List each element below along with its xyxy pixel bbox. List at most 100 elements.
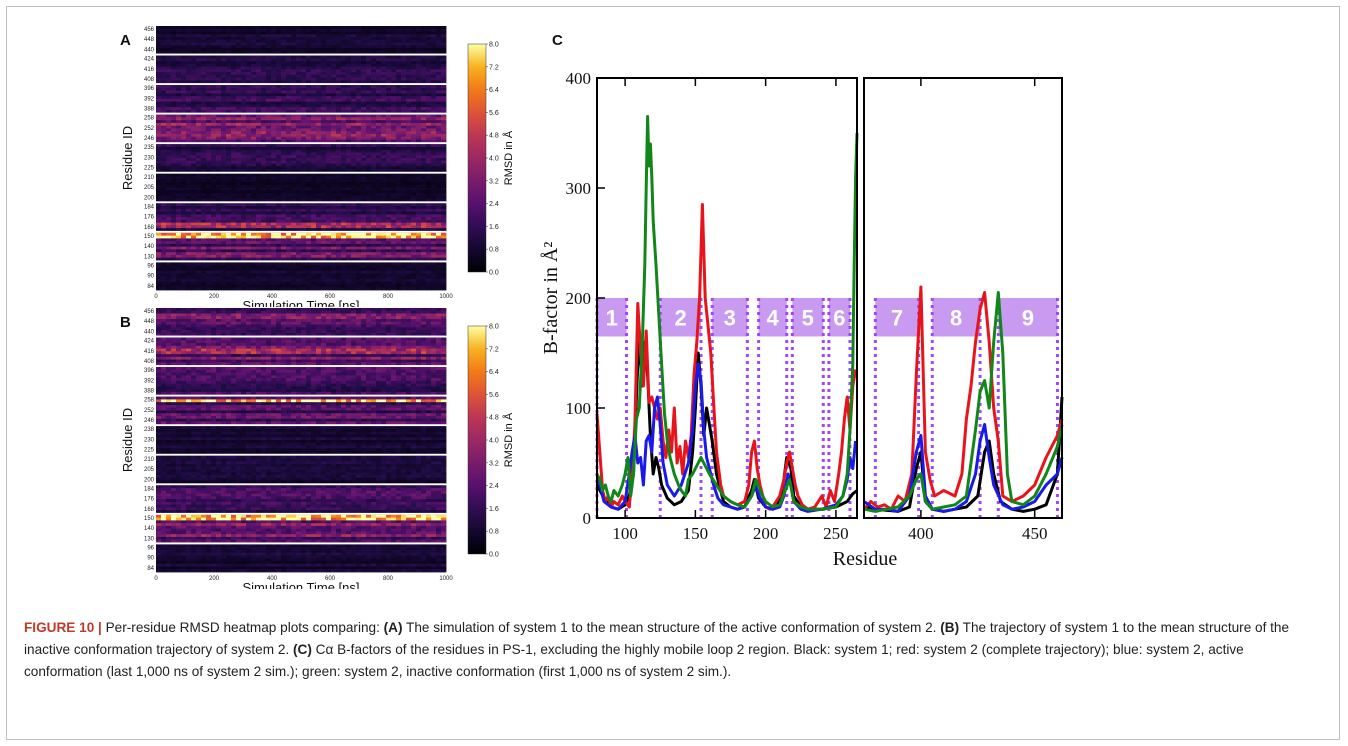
heatmap-group-separator	[156, 260, 446, 263]
heatmap-y-tick: 176	[144, 497, 155, 503]
heatmap-residue-group	[156, 426, 447, 455]
heatmap-y-tick: 392	[144, 378, 155, 384]
heatmap-y-tick: 392	[144, 96, 155, 102]
heatmap-y-tick: 90	[147, 556, 154, 562]
region-label: 2	[674, 305, 686, 330]
y-tick-label: 400	[566, 69, 592, 88]
heatmap-x-label: Simulation Time [ns]	[242, 298, 359, 307]
heatmap-group-separator	[156, 171, 446, 174]
caption-b-text: The trajectory of system 1 to the mean s…	[24, 620, 1290, 657]
series-line-inactive	[863, 291, 1064, 513]
heatmap-residue-group	[156, 337, 447, 366]
region-box	[932, 298, 981, 337]
heatmap-x-tick: 400	[267, 294, 278, 300]
region-box	[828, 298, 850, 337]
colorbar-tick: 1.6	[489, 506, 499, 513]
colorbar-label: RMSD in Å	[502, 130, 515, 185]
panel-label-c: C	[552, 32, 563, 49]
heatmap-group-separator	[156, 53, 446, 56]
heatmap-y-tick: 150	[144, 516, 155, 522]
heatmap-y-tick: 184	[144, 204, 155, 210]
heatmap-y-tick: 440	[144, 329, 155, 335]
heatmap-residue-group	[156, 544, 447, 573]
figure-frame	[6, 6, 1340, 740]
region-label: 6	[833, 305, 845, 330]
caption-a-tag: (A)	[383, 620, 403, 635]
heatmap-x-tick: 1000	[439, 576, 453, 582]
heatmap-y-tick: 456	[144, 27, 155, 33]
heatmap-group-separator	[156, 365, 446, 368]
colorbar-tick: 2.4	[489, 201, 499, 208]
heatmap-group-separator	[156, 512, 446, 515]
heatmap-y-tick: 140	[144, 526, 155, 532]
heatmap-y-tick: 388	[144, 389, 155, 395]
heatmap-y-tick: 252	[144, 126, 155, 132]
colorbar	[467, 43, 487, 273]
heatmap-y-tick: 448	[144, 319, 155, 325]
heatmap-group-separator	[156, 112, 446, 115]
heatmap-y-tick: 168	[144, 507, 155, 513]
heatmap-residue-group	[156, 485, 447, 514]
region-label: 5	[802, 305, 814, 330]
heatmap-y-tick: 84	[147, 284, 154, 290]
x-tick-label: 200	[753, 524, 779, 543]
heatmap-residue-group	[156, 203, 447, 232]
colorbar-tick: 8.0	[489, 324, 499, 331]
heatmap-y-tick: 416	[144, 349, 155, 355]
region-box	[660, 298, 701, 337]
colorbar-tick: 0.8	[489, 529, 499, 536]
heatmap-b: 456 448 440 424 416 408 396 392 388 258 252 246 238 2…	[120, 308, 515, 589]
bfactor-chart: 1 2 3 4 5 6 7 8 9 100 150 200 250 400 450 0 100 200 300 400…	[540, 69, 1064, 570]
heatmap-y-label: Residue ID	[120, 126, 135, 190]
heatmap-a: 456 448 440 424 416 408 396 392 388 258 252 246 235 2…	[120, 26, 515, 307]
heatmap-x-tick: 200	[209, 294, 220, 300]
heatmap-group-separator	[156, 542, 446, 545]
colorbar-tick: 4.8	[489, 133, 499, 140]
x-tick-label: 250	[823, 524, 849, 543]
colorbar-tick: 2.4	[489, 483, 499, 490]
heatmap-residue-group	[156, 396, 447, 425]
heatmap-y-tick: 84	[147, 566, 154, 572]
heatmap-x-tick: 800	[383, 294, 394, 300]
figure-number: FIGURE 10 |	[24, 620, 102, 635]
heatmap-x-tick: 600	[325, 294, 336, 300]
heatmap-y-tick: 258	[144, 116, 155, 122]
heatmap-y-tick: 456	[144, 309, 155, 315]
heatmap-y-tick: 246	[144, 418, 155, 424]
heatmap-y-tick: 176	[144, 215, 155, 221]
heatmap-y-tick: 416	[144, 67, 155, 73]
heatmap-residue-group	[156, 55, 447, 84]
heatmap-y-tick: 396	[144, 368, 155, 374]
heatmap-y-tick: 200	[144, 477, 155, 483]
colorbar-tick: 0.8	[489, 247, 499, 254]
heatmap-y-tick: 90	[147, 274, 154, 280]
heatmap-y-tick: 408	[144, 77, 155, 83]
heatmap-y-tick: 200	[144, 195, 155, 201]
heatmap-y-tick: 184	[144, 486, 155, 492]
heatmap-y-tick: 96	[147, 263, 154, 269]
colorbar-tick: 6.4	[489, 87, 499, 94]
heatmap-y-tick: 424	[144, 57, 155, 63]
heatmap-x-tick: 200	[209, 576, 220, 582]
x-tick-label: 450	[1022, 524, 1048, 543]
heatmap-residue-group	[156, 85, 447, 114]
heatmap-residue-group	[156, 367, 447, 396]
colorbar-tick: 4.0	[489, 156, 499, 163]
heatmap-x-tick: 800	[383, 576, 394, 582]
heatmap-y-tick: 130	[144, 536, 155, 542]
heatmap-y-tick: 205	[144, 185, 155, 191]
colorbar-label: RMSD in Å	[502, 412, 515, 467]
figure-caption: FIGURE 10 | Per-residue RMSD heatmap plo…	[24, 617, 1324, 683]
heatmap-residue-group	[156, 144, 447, 173]
caption-c-text: Cα B-factors of the residues in PS-1, ex…	[24, 642, 1244, 679]
y-axis-label: B-factor in Å²	[540, 242, 562, 355]
heatmap-y-tick: 140	[144, 244, 155, 250]
colorbar-tick: 7.2	[489, 64, 499, 71]
colorbar-tick: 6.4	[489, 369, 499, 376]
y-tick-label: 100	[566, 399, 592, 418]
heatmap-group-separator	[156, 483, 446, 486]
heatmap-y-tick: 230	[144, 155, 155, 161]
region-label: 9	[1022, 305, 1034, 330]
x-axis-label: Residue	[833, 548, 898, 570]
heatmap-residue-group	[156, 514, 447, 543]
